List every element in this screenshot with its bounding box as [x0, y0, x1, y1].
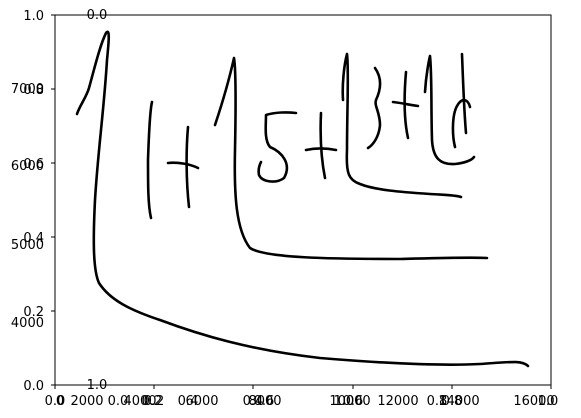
left-tick-marks: [51, 14, 55, 386]
stroke-plus-b-vertical: [319, 111, 327, 180]
stroke-three: [366, 66, 382, 150]
stroke-l-small: [423, 54, 476, 166]
bottom-tick-b-2: 0.4: [178, 394, 199, 409]
stroke-plus-a-vertical: [185, 125, 191, 209]
left-tick-4: 0.8: [23, 83, 44, 98]
left-secondary-tick-2: 6000: [11, 159, 44, 174]
stroke-plus-a-horizontal: [166, 161, 200, 170]
bottom-tick-c-2: 4000: [123, 394, 156, 409]
left-tick-3: 0.6: [23, 157, 44, 172]
bottom-extra-label: 1.0: [87, 378, 108, 393]
bottom-tick-c-3: 6000: [185, 394, 218, 409]
left-secondary-tick-1: 5000: [11, 238, 44, 253]
bottom-tick-c-8: 16000: [513, 394, 554, 409]
stroke-plus-c-horizontal: [391, 100, 420, 108]
bottom-tick-a-5: 1.0: [538, 394, 559, 409]
stroke-l-swoop-b: [341, 52, 463, 199]
left-tick-0: 0.0: [23, 379, 44, 394]
handwriting-strokes: [75, 30, 530, 368]
bottom-tick-b-1: 0.2: [142, 394, 163, 409]
bottom-tick-c-0: 0: [56, 394, 64, 409]
left-tick-1: 0.2: [23, 305, 44, 320]
bottom-tick-marks: [54, 385, 552, 389]
left-secondary-tick-3: 7000: [11, 82, 44, 97]
stroke-small-one-a: [146, 100, 154, 220]
bottom-tick-c-4: 8000: [248, 394, 281, 409]
stroke-five: [257, 111, 298, 183]
stroke-l-swoop-a: [213, 56, 489, 261]
stroke-tall-one: [460, 52, 468, 135]
bottom-tick-c-7: 14000: [438, 394, 479, 409]
top-tick-0: 0.0: [87, 8, 108, 23]
bottom-tick-c-6: 12000: [377, 394, 418, 409]
bottom-tick-a-2: 0.4: [243, 394, 264, 409]
bottom-tick-b-4: 0.8: [427, 394, 448, 409]
left-tick-5: 1.0: [23, 9, 44, 24]
stroke-big-one: [75, 30, 530, 368]
bottom-tick-b-0: 0.0: [108, 394, 129, 409]
bottom-tick-a-4: 0.8: [442, 394, 463, 409]
bottom-tick-c-5: 10000: [329, 394, 370, 409]
stroke-plus-c-vertical: [403, 70, 410, 140]
stroke-d-loop: [451, 98, 472, 149]
stroke-plus-b-horizontal: [304, 147, 338, 152]
axes-frame: [54, 14, 552, 386]
bottom-tick-b-5: 1.0: [334, 394, 355, 409]
bottom-tick-c-1: 2000: [70, 394, 103, 409]
bottom-tick-a-0: 0.0: [45, 394, 66, 409]
bottom-tick-b-3: 0.6: [254, 394, 275, 409]
left-secondary-tick-0: 4000: [11, 316, 44, 331]
bottom-tick-a-1: 0.2: [144, 394, 165, 409]
bottom-tick-a-3: 0.6: [343, 394, 364, 409]
left-tick-2: 0.4: [23, 231, 44, 246]
